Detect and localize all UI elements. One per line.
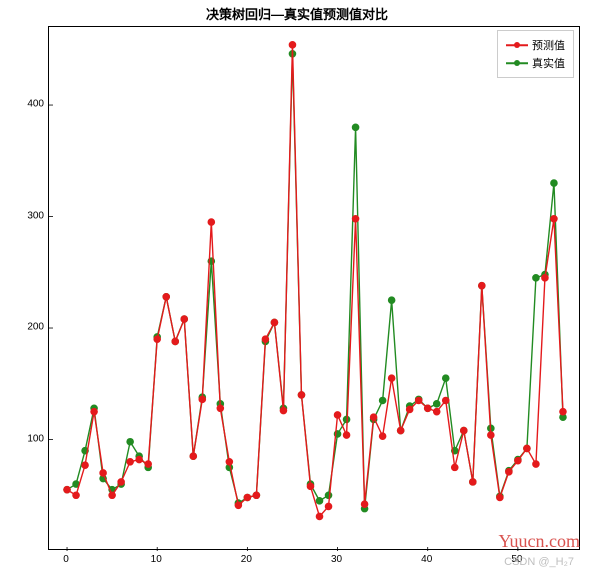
- csdn-watermark: CSDN @_H₂7: [504, 556, 574, 568]
- y-tick-label: 400: [16, 99, 44, 110]
- x-tick-label: 10: [151, 554, 162, 565]
- y-tick-label: 100: [16, 433, 44, 444]
- actual-markers: [64, 50, 567, 511]
- legend-item: 真实值: [506, 55, 565, 71]
- figure: 决策树回归—真实值预测值对比 预测值真实值 01020304050 100200…: [0, 0, 594, 588]
- y-tick-label: 200: [16, 322, 44, 333]
- legend-label: 真实值: [532, 55, 565, 71]
- yuucn-watermark: Yuucn.com: [499, 531, 580, 552]
- x-tick-label: 0: [63, 554, 69, 565]
- x-tick-label: 40: [421, 554, 432, 565]
- legend: 预测值真实值: [497, 30, 574, 78]
- legend-swatch: [506, 40, 528, 50]
- x-tick-label: 20: [241, 554, 252, 565]
- legend-label: 预测值: [532, 37, 565, 53]
- legend-swatch: [506, 58, 528, 68]
- plot-area: [48, 26, 580, 550]
- predicted-line: [67, 45, 563, 517]
- chart-title: 决策树回归—真实值预测值对比: [0, 4, 594, 23]
- plot-svg: [49, 27, 581, 551]
- y-tick-label: 300: [16, 210, 44, 221]
- x-tick-label: 30: [331, 554, 342, 565]
- predicted-markers: [64, 42, 567, 520]
- actual-line: [67, 54, 563, 509]
- legend-item: 预测值: [506, 37, 565, 53]
